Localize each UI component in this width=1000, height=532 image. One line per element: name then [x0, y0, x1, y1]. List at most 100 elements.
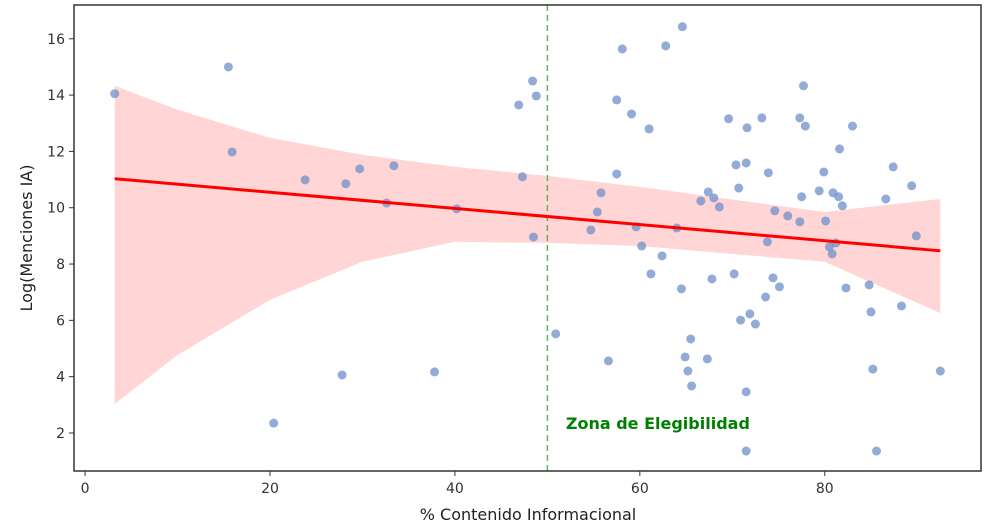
data-point	[676, 284, 686, 294]
data-point	[355, 164, 365, 174]
axes-layer: 0 20 40 60 80 2 4 6 8 10 12 14 16	[47, 4, 982, 497]
data-point	[714, 202, 724, 212]
data-point	[798, 81, 808, 91]
data-point	[881, 194, 891, 204]
data-point	[729, 269, 739, 279]
x-tick-label: 40	[446, 481, 464, 497]
y-tick-label: 12	[47, 144, 65, 160]
data-point	[646, 269, 656, 279]
data-point	[596, 188, 606, 198]
data-point	[529, 232, 539, 242]
data-point	[617, 44, 627, 54]
data-point	[644, 124, 654, 134]
data-point	[795, 217, 805, 227]
data-point	[795, 113, 805, 123]
confidence-band-layer	[114, 5, 941, 471]
data-point	[680, 352, 690, 362]
data-point	[528, 76, 538, 86]
data-point	[223, 62, 233, 72]
data-point	[612, 95, 622, 105]
data-point	[824, 242, 834, 252]
y-tick-label: 6	[56, 313, 65, 329]
data-point	[731, 160, 741, 170]
y-tick-label: 4	[56, 370, 65, 386]
data-point	[907, 181, 917, 191]
data-point	[750, 319, 760, 329]
x-axis-label: % Contenido Informacional	[420, 505, 637, 524]
data-point	[896, 301, 906, 311]
data-point	[586, 225, 596, 235]
regression-line-layer	[114, 177, 941, 253]
data-point	[847, 121, 857, 131]
data-point	[110, 89, 120, 99]
data-point	[864, 280, 874, 290]
data-point	[757, 113, 767, 123]
data-point	[686, 334, 696, 344]
y-tick-label: 14	[47, 88, 65, 104]
data-point	[761, 292, 771, 302]
data-point	[745, 309, 755, 319]
data-point	[742, 123, 752, 133]
y-tick-label: 16	[47, 32, 65, 48]
data-point	[637, 241, 647, 251]
data-point	[300, 175, 310, 185]
data-point	[592, 207, 602, 217]
data-point	[736, 315, 746, 325]
annotation-label: Zona de Elegibilidad	[566, 414, 750, 433]
data-point	[707, 274, 717, 284]
data-point	[763, 168, 773, 178]
data-point	[911, 231, 921, 241]
data-point	[531, 91, 541, 101]
data-point	[514, 100, 524, 110]
data-point	[827, 249, 837, 259]
y-tick-label: 8	[56, 257, 65, 273]
data-point	[800, 121, 810, 131]
data-point	[657, 251, 667, 261]
data-point	[762, 237, 772, 247]
y-tick-label: 2	[56, 426, 65, 442]
points-layer	[110, 22, 945, 456]
data-point	[683, 366, 693, 376]
data-point	[814, 186, 824, 196]
data-point	[389, 161, 399, 171]
regression-line	[114, 177, 941, 253]
data-point	[430, 367, 440, 377]
x-tick-label: 80	[816, 481, 834, 497]
data-point	[227, 147, 237, 157]
data-point	[797, 192, 807, 202]
data-point	[702, 354, 712, 364]
data-point	[935, 366, 945, 376]
data-point	[741, 387, 751, 397]
y-axis-label: Log(Menciones IA)	[17, 165, 36, 312]
data-point	[866, 307, 876, 317]
data-point	[341, 179, 351, 189]
data-point	[703, 187, 713, 197]
data-point	[821, 216, 831, 226]
data-point	[768, 273, 778, 283]
data-point	[741, 446, 751, 456]
data-point	[696, 196, 706, 206]
data-point	[517, 172, 527, 182]
data-point	[819, 167, 829, 177]
data-point	[837, 201, 847, 211]
x-tick-label: 60	[631, 481, 649, 497]
data-point	[835, 144, 845, 154]
data-point	[612, 169, 622, 179]
data-point	[741, 158, 751, 168]
data-point	[888, 162, 898, 172]
data-point	[783, 211, 793, 221]
data-point	[868, 364, 878, 374]
data-point	[834, 192, 844, 202]
data-point	[661, 41, 671, 51]
data-point	[734, 183, 744, 193]
data-point	[603, 356, 613, 366]
data-point	[841, 283, 851, 293]
x-tick-label: 20	[261, 481, 279, 497]
data-point	[677, 22, 687, 32]
data-point	[709, 193, 719, 203]
data-point	[687, 381, 697, 391]
data-point	[627, 109, 637, 119]
data-point	[337, 370, 347, 380]
x-tick-label: 0	[81, 481, 90, 497]
data-point	[770, 206, 780, 216]
